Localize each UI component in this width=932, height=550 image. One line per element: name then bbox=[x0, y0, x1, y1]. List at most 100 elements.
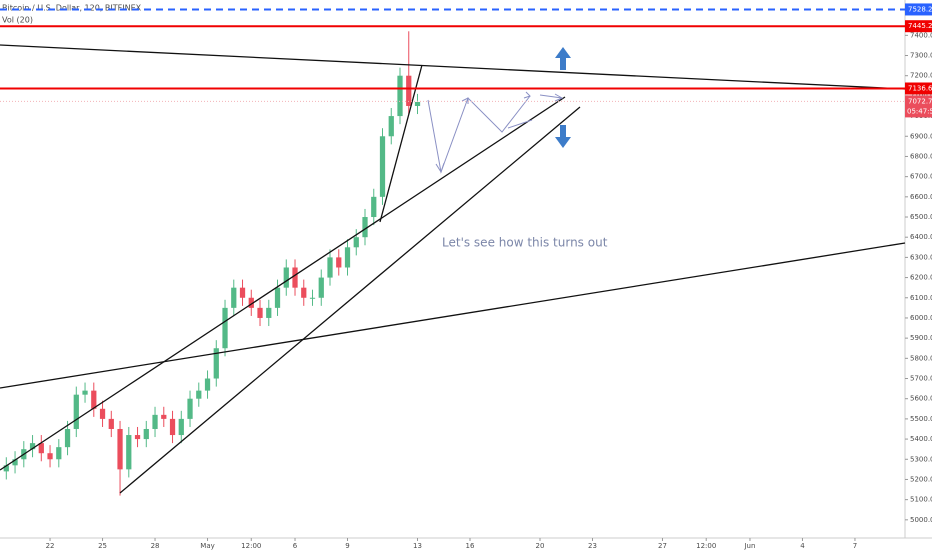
x-tick-label: 23 bbox=[588, 542, 597, 550]
plot bbox=[3, 31, 421, 496]
y-tick-label: 7200.0 bbox=[910, 72, 932, 80]
up-arrow bbox=[555, 47, 571, 70]
x-tick-label: 13 bbox=[413, 542, 422, 550]
candle-body bbox=[99, 408, 106, 419]
candle-body bbox=[91, 390, 97, 409]
projection-path bbox=[539, 94, 563, 99]
candle-body bbox=[257, 307, 263, 318]
y-tick-label: 5000.0 bbox=[910, 516, 932, 524]
y-tick-label: 5700.0 bbox=[910, 375, 932, 383]
candle-body bbox=[12, 459, 18, 466]
candle-body bbox=[336, 257, 342, 268]
y-tick-label: 6600.0 bbox=[910, 193, 932, 201]
x-tick-label: 12:00 bbox=[696, 542, 716, 550]
trend-line bbox=[379, 64, 423, 223]
price-label: 7136.6 bbox=[908, 85, 932, 93]
x-tick-label: 6 bbox=[293, 542, 298, 550]
candle-body bbox=[169, 418, 176, 436]
candle-body bbox=[47, 453, 53, 460]
candle-body bbox=[213, 348, 219, 379]
candle-body bbox=[82, 390, 88, 395]
y-tick-label: 6200.0 bbox=[910, 274, 932, 282]
x-tick-label: 28 bbox=[151, 542, 160, 550]
x-tick-label: 4 bbox=[800, 542, 805, 550]
candle-body bbox=[143, 428, 149, 440]
candle-body bbox=[196, 390, 202, 399]
chart-title: Bitcoin / U.S. Dollar, 120, BITFINEX bbox=[2, 4, 142, 13]
y-tick-label: 5100.0 bbox=[910, 496, 932, 504]
y-tick-label: 6300.0 bbox=[910, 253, 932, 261]
candle-body bbox=[292, 267, 298, 288]
x-tick-label: May bbox=[200, 542, 214, 550]
x-tick-label: 25 bbox=[98, 542, 107, 550]
candle-body bbox=[379, 136, 386, 197]
x-tick-label: 12:00 bbox=[241, 542, 261, 550]
candle-body bbox=[248, 297, 254, 308]
y-tick-label: 7300.0 bbox=[910, 52, 932, 60]
candle-body bbox=[178, 418, 184, 436]
x-tick-label: 27 bbox=[658, 542, 667, 550]
candle-body bbox=[301, 287, 307, 298]
y-tick-label: 5300.0 bbox=[910, 455, 932, 463]
x-tick-label: 20 bbox=[536, 542, 545, 550]
x-tick-label: 16 bbox=[466, 542, 475, 550]
candle-body bbox=[327, 257, 333, 278]
drawings bbox=[0, 44, 906, 494]
channel-line bbox=[0, 96, 566, 471]
candle-body bbox=[266, 307, 272, 318]
y-tick-label: 5600.0 bbox=[910, 395, 932, 403]
price-label-box bbox=[905, 82, 932, 95]
y-tick-label: 6900.0 bbox=[910, 132, 932, 140]
candle-body bbox=[318, 277, 324, 298]
arrow-heads bbox=[435, 91, 564, 174]
y-tick-label: 5800.0 bbox=[910, 354, 932, 362]
y-tick-label: 5400.0 bbox=[910, 435, 932, 443]
x-tick-label: 9 bbox=[345, 542, 349, 550]
candle-body bbox=[29, 443, 36, 450]
trend-line bbox=[0, 242, 906, 389]
candle-body bbox=[204, 378, 211, 391]
y-tick-label: 6400.0 bbox=[910, 233, 932, 241]
candle-body bbox=[344, 247, 351, 268]
candle-body bbox=[187, 398, 193, 419]
candle-body bbox=[239, 287, 246, 298]
candle-body bbox=[56, 447, 62, 460]
candle-body bbox=[73, 394, 79, 429]
annotation: Let's see how this turns out bbox=[442, 236, 608, 250]
price-label-box bbox=[905, 3, 932, 16]
candle-body bbox=[152, 414, 158, 429]
candle-body bbox=[108, 418, 114, 429]
candle-body bbox=[64, 428, 71, 448]
last-price-box bbox=[905, 95, 932, 118]
x-tick-label: 22 bbox=[46, 542, 55, 550]
candle-body bbox=[274, 287, 281, 308]
price-label: 7528.2 bbox=[908, 5, 932, 13]
projection-path bbox=[507, 119, 533, 129]
candle-body bbox=[134, 435, 141, 440]
candle-body bbox=[222, 307, 228, 349]
x-tick-label: 7 bbox=[853, 542, 857, 550]
candle-body bbox=[353, 237, 359, 248]
candle-body bbox=[231, 287, 237, 308]
candle-body bbox=[414, 101, 421, 106]
candle-body bbox=[283, 267, 289, 288]
candle-body bbox=[362, 217, 368, 238]
candle-body bbox=[397, 75, 403, 117]
candle-body bbox=[161, 414, 167, 419]
candle-body bbox=[126, 435, 132, 470]
channel-line bbox=[119, 106, 581, 494]
candle-body bbox=[388, 116, 394, 137]
candle-body bbox=[309, 297, 316, 299]
countdown-label: 05:47:57 bbox=[907, 107, 932, 115]
y-tick-label: 6800.0 bbox=[910, 152, 932, 160]
candle-body bbox=[117, 428, 123, 470]
y-tick-label: 6100.0 bbox=[910, 294, 932, 302]
y-tick-label: 5200.0 bbox=[910, 475, 932, 483]
last-price-label: 7072.7 bbox=[908, 97, 932, 105]
price-label-box bbox=[905, 20, 932, 33]
volume-label: Vol (20) bbox=[2, 16, 33, 25]
candle-body bbox=[371, 196, 377, 218]
y-tick-label: 5900.0 bbox=[910, 334, 932, 342]
